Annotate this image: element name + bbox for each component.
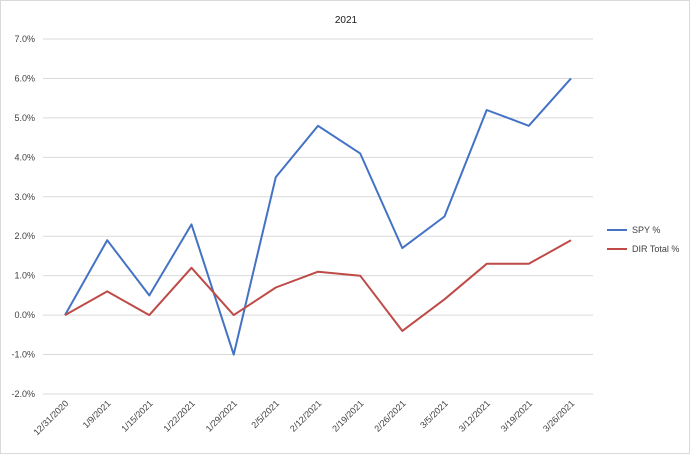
y-tick-label: 6.0%	[14, 73, 35, 83]
x-tick-label: 1/22/2021	[162, 398, 197, 433]
x-tick-label: 2/5/2021	[249, 398, 281, 430]
x-tick-label: 3/26/2021	[541, 398, 576, 433]
legend: SPY % DIR Total %	[607, 225, 679, 254]
series-line-1	[65, 78, 571, 354]
x-tick-label: 12/31/2020	[31, 398, 70, 437]
x-tick-label: 1/15/2021	[119, 398, 154, 433]
x-tick-label: 3/12/2021	[457, 398, 492, 433]
series-lines	[65, 78, 571, 354]
y-tick-label: 5.0%	[14, 113, 35, 123]
x-tick-label: 2/19/2021	[330, 398, 365, 433]
gridlines	[43, 39, 593, 394]
x-tick-label: 2/26/2021	[372, 398, 407, 433]
y-tick-label: -2.0%	[11, 389, 35, 399]
legend-label: SPY %	[632, 225, 660, 235]
chart-title: 2021	[335, 15, 358, 26]
y-tick-label: 3.0%	[14, 192, 35, 202]
x-tick-label: 3/5/2021	[418, 398, 450, 430]
x-tick-label: 2/12/2021	[288, 398, 323, 433]
legend-label: DIR Total %	[632, 244, 679, 254]
y-axis: -2.0% -1.0% 0.0% 1.0% 2.0% 3.0% 4.0% 5.0% 6.0% 7.…	[11, 34, 35, 399]
y-tick-label: 7.0%	[14, 34, 35, 44]
y-tick-label: 4.0%	[14, 152, 35, 162]
y-tick-label: 2.0%	[14, 231, 35, 241]
y-tick-label: 0.0%	[14, 310, 35, 320]
x-tick-label: 3/19/2021	[499, 398, 534, 433]
y-tick-label: -1.0%	[11, 350, 35, 360]
x-tick-label: 1/9/2021	[81, 398, 113, 430]
y-tick-label: 1.0%	[14, 271, 35, 281]
x-tick-label: 1/29/2021	[204, 398, 239, 433]
